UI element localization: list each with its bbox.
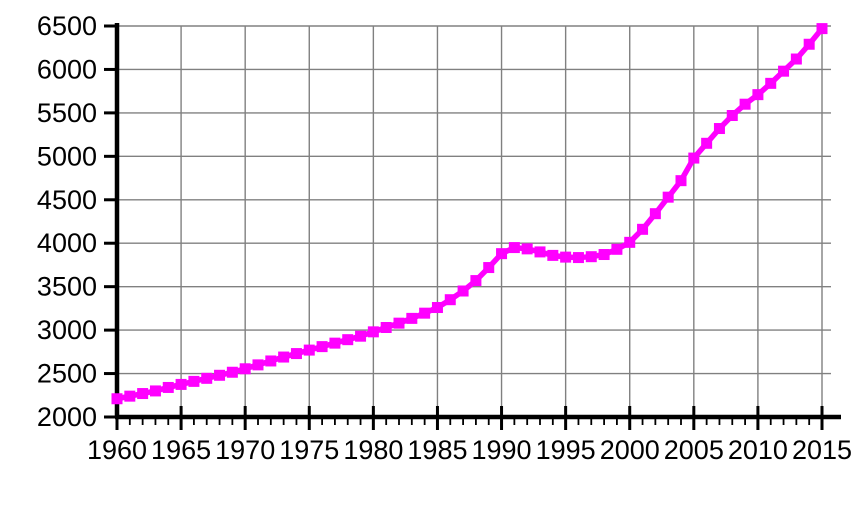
data-point-marker	[508, 242, 520, 254]
data-point-marker	[675, 175, 687, 187]
data-point-marker	[419, 307, 431, 319]
x-axis-tick-labels: 1960 1965 1970 1975 1980 1985 1990 1995 2000 2005…	[87, 435, 852, 465]
x-tick-label: 2010	[728, 435, 788, 465]
data-point-marker	[649, 208, 661, 220]
data-point-marker	[624, 236, 636, 248]
y-tick-label: 3000	[37, 315, 97, 345]
y-tick-label: 4500	[37, 185, 97, 215]
data-point-marker	[149, 385, 161, 397]
data-point-marker	[201, 372, 213, 384]
x-tick-label: 1980	[343, 435, 403, 465]
data-point-marker	[726, 110, 738, 121]
x-tick-label: 2000	[600, 435, 660, 465]
x-tick-label: 1990	[472, 435, 532, 465]
data-point-marker	[560, 251, 572, 263]
data-point-marker	[316, 341, 328, 353]
data-point-marker	[611, 243, 623, 255]
y-axis-tick-labels: 2000 2500 3000 3500 4000 4500 5000 5500 6000 6500	[37, 11, 97, 432]
data-point-marker	[329, 337, 341, 349]
x-tick-label: 1965	[151, 435, 211, 465]
data-point-marker	[803, 38, 815, 50]
data-point-marker	[701, 137, 713, 149]
data-point-marker	[713, 123, 725, 135]
data-series-layer	[111, 23, 828, 405]
data-point-marker	[521, 243, 533, 255]
data-point-marker	[239, 363, 251, 375]
data-point-marker	[637, 223, 649, 235]
data-point-marker	[496, 248, 508, 260]
y-tick-label: 3500	[37, 272, 97, 302]
data-point-marker	[431, 302, 443, 314]
data-point-marker	[816, 23, 828, 35]
y-tick-label: 2500	[37, 359, 97, 389]
data-point-marker	[752, 89, 764, 101]
data-point-marker	[137, 388, 149, 400]
data-point-marker	[585, 251, 597, 263]
data-point-marker	[457, 285, 469, 297]
data-point-marker	[367, 326, 379, 338]
data-point-marker	[572, 252, 584, 264]
data-point-marker	[739, 98, 751, 110]
data-point-marker	[765, 77, 777, 89]
y-tick-label: 2000	[37, 402, 97, 432]
data-point-marker	[393, 317, 405, 329]
data-point-marker	[662, 191, 674, 203]
data-point-marker	[303, 344, 315, 356]
x-tick-label: 1970	[215, 435, 275, 465]
data-point-marker	[778, 65, 790, 77]
data-point-marker	[214, 369, 226, 381]
data-point-marker	[688, 152, 700, 164]
x-tick-label: 1975	[279, 435, 339, 465]
data-point-marker	[406, 312, 418, 324]
x-tick-label: 1960	[87, 435, 147, 465]
data-point-marker	[226, 366, 238, 378]
data-point-marker	[444, 294, 456, 306]
y-tick-label: 6000	[37, 54, 97, 84]
data-point-marker	[252, 359, 264, 371]
x-tick-label: 2005	[664, 435, 724, 465]
data-point-marker	[162, 381, 174, 393]
data-point-marker	[598, 249, 610, 261]
data-point-marker	[547, 249, 559, 261]
x-tick-label: 1985	[407, 435, 467, 465]
y-tick-label: 5000	[37, 141, 97, 171]
data-point-marker	[470, 275, 482, 287]
x-tick-label: 2015	[792, 435, 852, 465]
data-point-marker	[534, 246, 546, 258]
y-tick-label: 4000	[37, 228, 97, 258]
data-point-marker	[124, 390, 136, 402]
data-point-marker	[355, 330, 367, 342]
tick-marks	[104, 24, 824, 430]
data-point-marker	[265, 355, 277, 367]
data-point-marker	[175, 378, 187, 390]
data-point-marker	[790, 53, 802, 65]
y-tick-label: 5500	[37, 98, 97, 128]
data-point-marker	[380, 322, 392, 333]
data-point-marker	[278, 351, 290, 363]
data-point-marker	[290, 348, 302, 360]
y-tick-label: 6500	[37, 11, 97, 41]
data-point-marker	[342, 334, 354, 346]
x-tick-label: 1995	[536, 435, 596, 465]
data-point-marker	[483, 262, 495, 274]
data-point-marker	[188, 375, 200, 387]
data-point-marker	[111, 393, 123, 405]
